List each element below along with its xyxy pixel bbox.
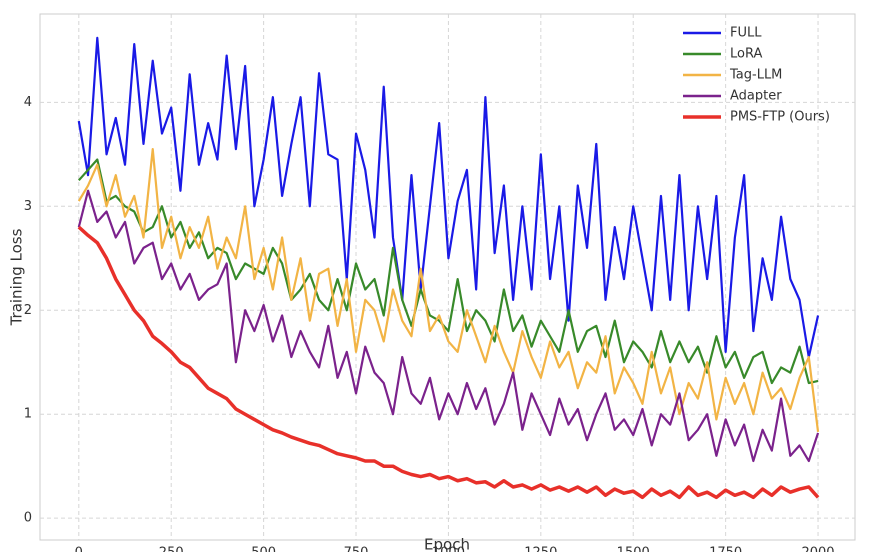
y-axis-label: Training Loss <box>8 228 26 326</box>
series-line <box>77 36 820 359</box>
x-tick-label: 750 <box>344 546 369 552</box>
legend-label: Tag-LLM <box>729 68 782 83</box>
x-tick-label: 0 <box>75 546 83 552</box>
legend-label: Adapter <box>730 89 782 104</box>
legend-label: PMS-FTP (Ours) <box>730 110 830 125</box>
y-tick-label: 1 <box>24 407 32 422</box>
x-tick-label: 1000 <box>432 546 465 552</box>
series-line <box>77 148 820 433</box>
x-tick-label: 1500 <box>617 546 650 552</box>
series-line <box>77 189 820 463</box>
x-tick-label: 1750 <box>709 546 742 552</box>
y-tick-label: 0 <box>24 511 32 526</box>
y-tick-label: 2 <box>24 303 32 318</box>
series-line <box>77 225 820 500</box>
y-tick-label: 4 <box>24 95 32 110</box>
legend-label: FULL <box>730 26 762 41</box>
x-tick-label: 2000 <box>801 546 834 552</box>
x-axis-label: Epoch <box>424 536 470 552</box>
legend-label: LoRA <box>730 47 762 62</box>
y-tick-label: 3 <box>24 199 32 214</box>
x-tick-label: 1250 <box>524 546 557 552</box>
x-tick-label: 250 <box>159 546 184 552</box>
x-tick-label: 500 <box>251 546 276 552</box>
